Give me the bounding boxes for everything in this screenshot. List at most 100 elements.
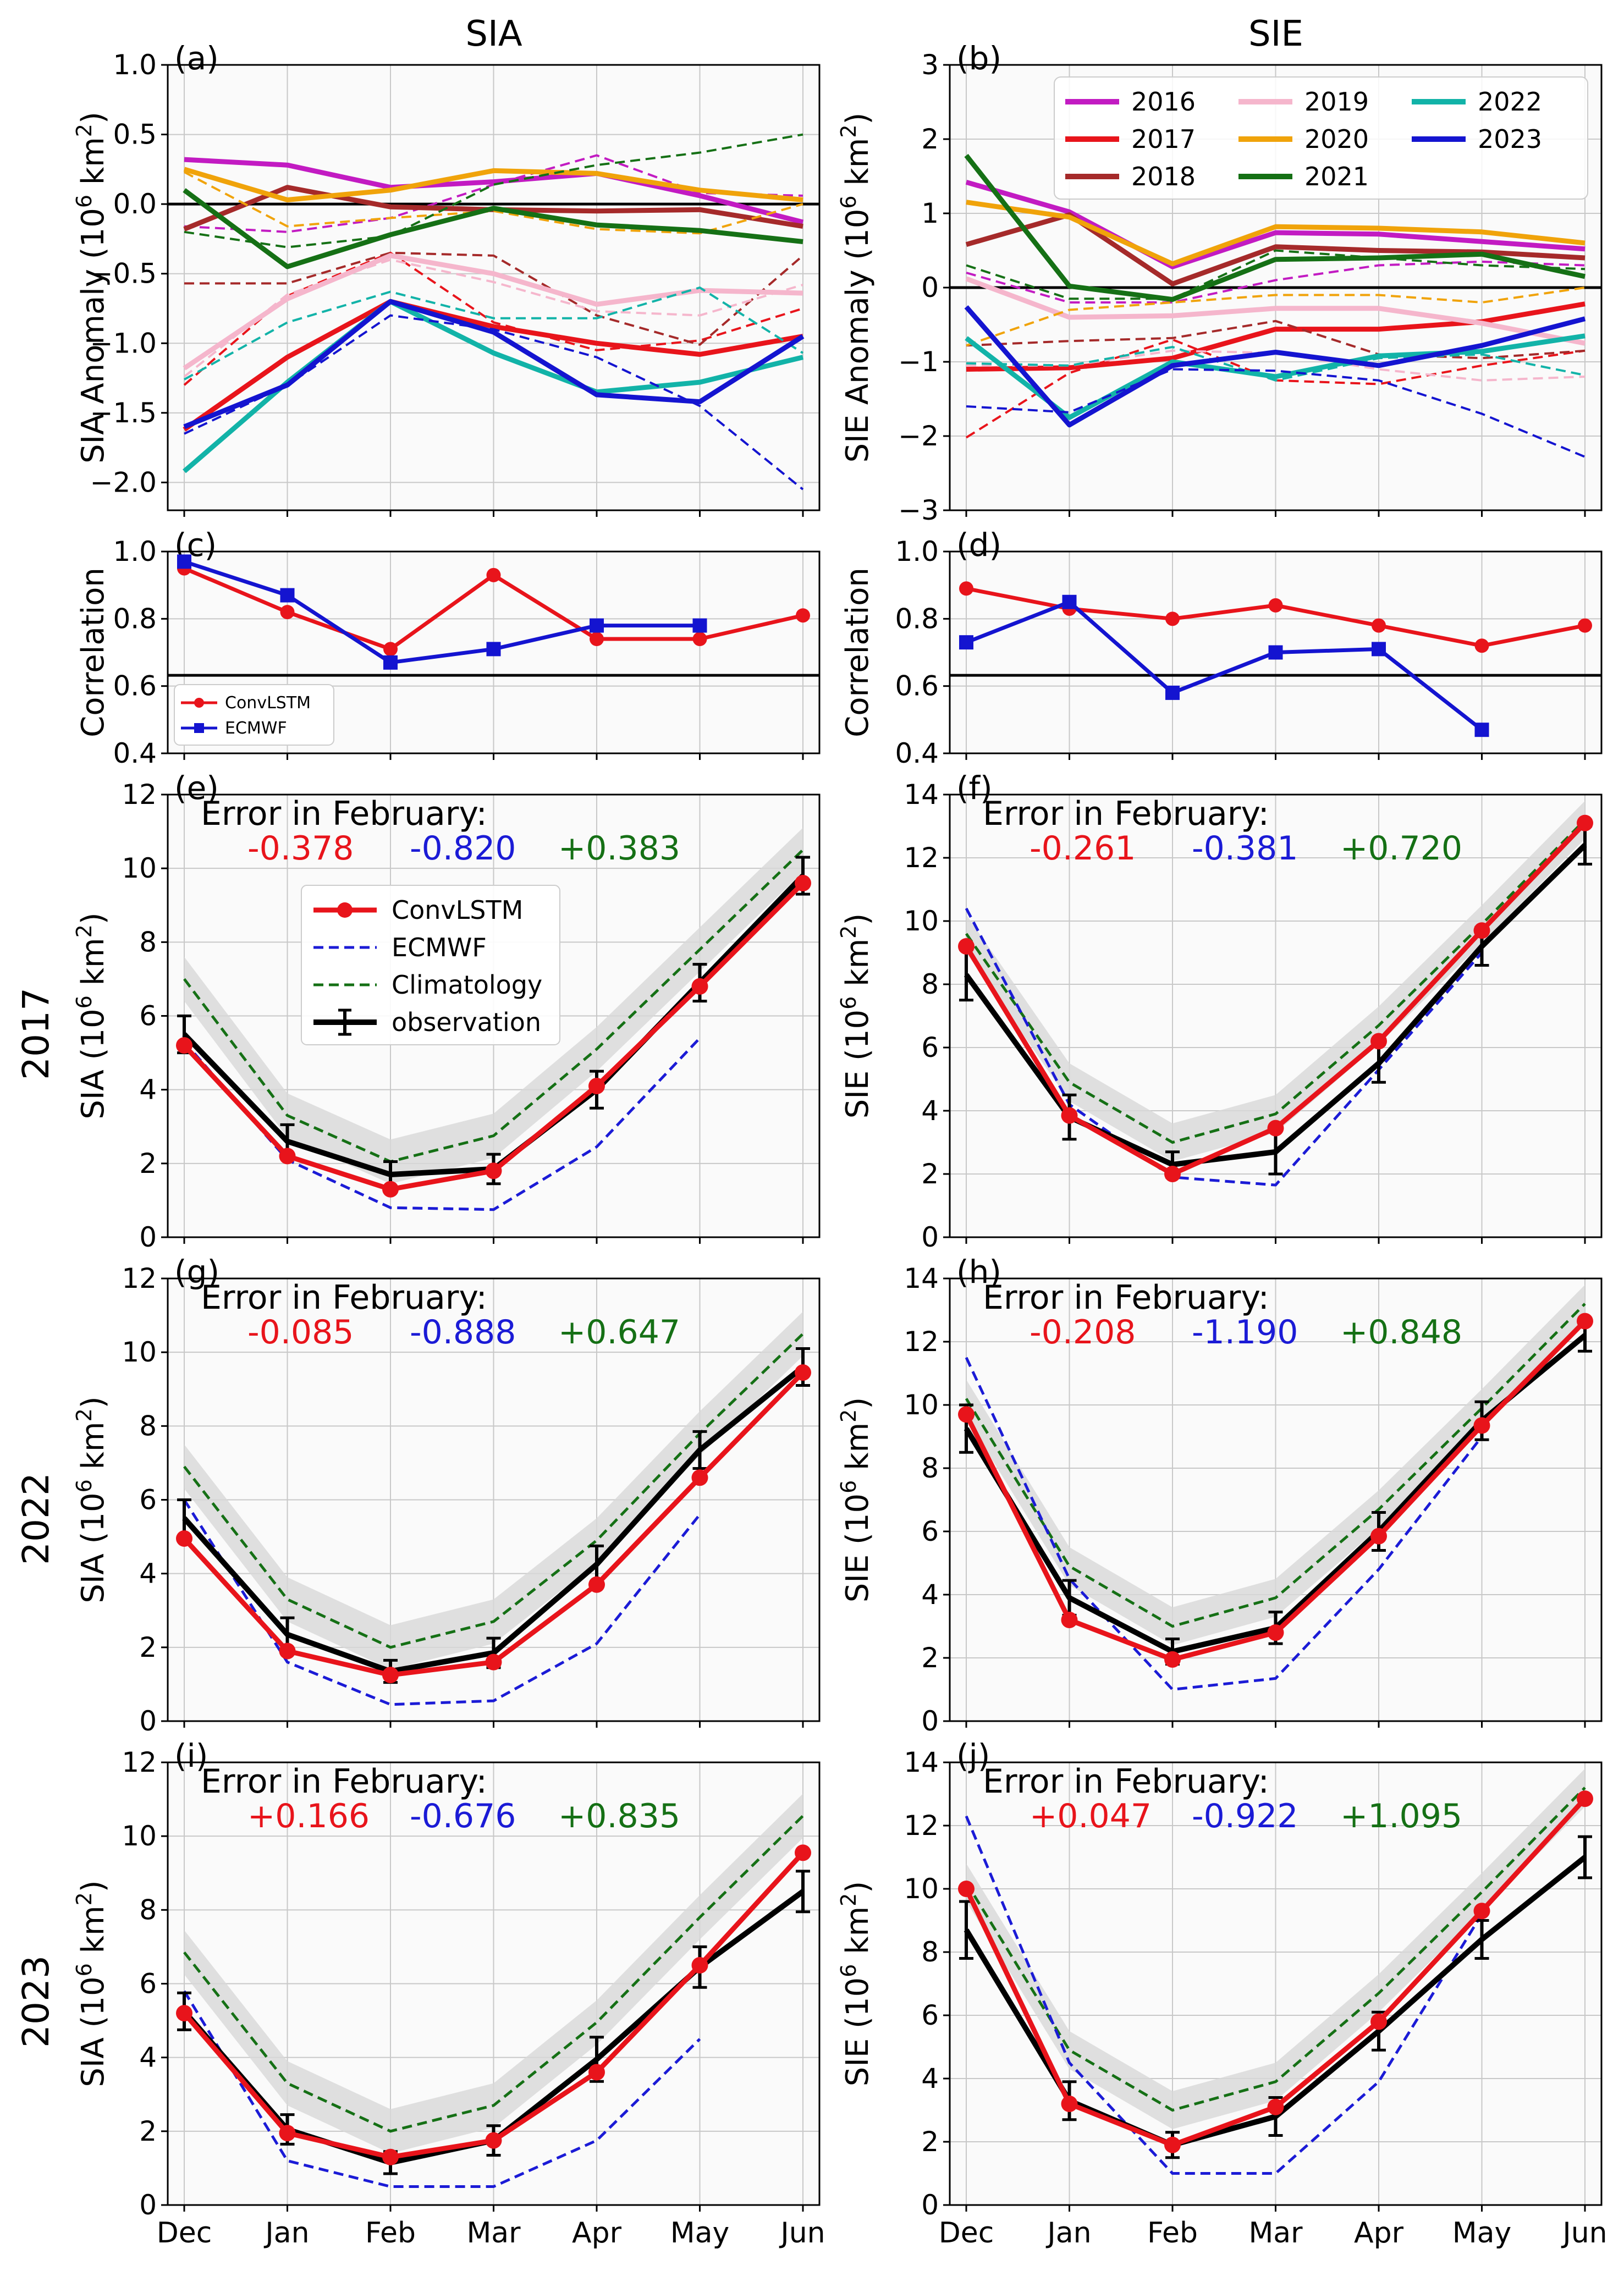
series-ConvLSTM-point <box>796 608 810 623</box>
convlstm-point <box>1061 2096 1078 2112</box>
convlstm-point <box>1061 1107 1078 1124</box>
plot-frame <box>167 550 821 754</box>
series-ECMWF-point <box>1268 645 1283 660</box>
series-2016-dashed <box>966 260 1586 304</box>
error-climatology: +0.720 <box>1340 829 1462 868</box>
row-label-2017: 2017 <box>15 988 57 1080</box>
y-tick-label: 0.4 <box>113 737 157 769</box>
series-2016-dashed <box>184 154 803 233</box>
y-tick-label: 8 <box>139 1894 157 1926</box>
convlstm-point <box>588 1576 605 1593</box>
panel-label: (a) <box>174 40 219 77</box>
plot-frame <box>167 793 821 1238</box>
panel-label: (e) <box>174 769 219 807</box>
error-convlstm: -0.085 <box>247 1313 354 1352</box>
y-axis-label: SIE Anomaly (106 km2) <box>836 113 876 463</box>
legend-label-climatology: Climatology <box>392 970 542 1000</box>
error-ecmwf: -0.676 <box>410 1797 516 1835</box>
legend-label-convlstm: ConvLSTM <box>392 895 523 925</box>
series-2022-solid <box>965 333 1586 420</box>
y-tick-label: 6 <box>139 1968 157 2000</box>
y-tick-label: 0.5 <box>113 119 157 151</box>
convlstm-point <box>176 1530 192 1547</box>
error-convlstm: -0.208 <box>1030 1313 1136 1352</box>
convlstm-point <box>1473 1903 1490 1920</box>
legend-label-ECMWF: ECMWF <box>225 719 287 738</box>
error-title: Error in February: <box>983 1762 1269 1801</box>
series-2023-dashed <box>966 368 1586 458</box>
series-2022-dashed <box>966 345 1586 382</box>
y-tick-label: 0.6 <box>113 670 157 702</box>
y-tick-label: −0.5 <box>90 258 157 290</box>
series-ConvLSTM-point <box>590 632 604 647</box>
convlstm-point <box>1267 1120 1284 1137</box>
series-2019-solid <box>183 253 803 371</box>
y-tick-label: 8 <box>139 1410 157 1442</box>
y-tick-label: −1 <box>898 346 939 378</box>
series-ConvLSTM-point <box>959 581 973 596</box>
legend-label-ConvLSTM: ConvLSTM <box>225 693 311 713</box>
convlstm-point <box>795 1844 811 1861</box>
convlstm-point <box>691 1469 708 1486</box>
y-tick-label: 14 <box>904 1746 939 1778</box>
series-ECMWF-point <box>486 642 501 657</box>
series-ECMWF-line <box>965 600 1483 731</box>
series-2023-solid <box>183 299 805 429</box>
y-axis-label: SIA Anomaly (106 km2) <box>72 112 111 464</box>
series-ConvLSTM-point <box>692 632 707 647</box>
convlstm-point <box>795 875 811 891</box>
legend-marker-convlstm <box>337 902 353 918</box>
series-2019-solid <box>965 276 1586 346</box>
x-tick-label: Mar <box>1248 2217 1303 2250</box>
series-ECMWF-point <box>959 635 973 650</box>
legend-box <box>174 684 334 746</box>
error-ecmwf: -0.381 <box>1192 829 1298 868</box>
y-tick-label: 2 <box>139 2115 157 2147</box>
y-tick-label: 10 <box>904 905 939 937</box>
x-tick-label: May <box>1452 2217 1512 2250</box>
y-axis-label: SIE (106 km2) <box>836 1881 876 2086</box>
convlstm-point <box>588 1077 605 1094</box>
y-tick-label: 0 <box>921 1705 939 1737</box>
x-tick-label: Feb <box>365 2217 416 2250</box>
y-tick-label: 12 <box>122 1263 157 1294</box>
convlstm-point <box>958 1406 975 1423</box>
climatology-line <box>183 848 804 1164</box>
error-ecmwf: -0.820 <box>410 829 516 868</box>
y-axis-label: SIE (106 km2) <box>836 1397 876 1602</box>
y-tick-label: 4 <box>139 1074 157 1106</box>
y-tick-label: 10 <box>122 852 157 884</box>
y-tick-label: 0.6 <box>895 670 939 702</box>
y-tick-label: 12 <box>904 842 939 874</box>
convlstm-point <box>485 1653 502 1671</box>
y-tick-label: 0 <box>139 1221 157 1253</box>
panel-label: (d) <box>956 526 1001 564</box>
legend-box <box>301 885 560 1045</box>
panel-j: 0 2 4 6 8 10 12 14 Dec Jan Feb Mar Apr May Jun (j) SIE (… <box>836 1737 1608 2250</box>
y-tick-label: 14 <box>904 779 939 811</box>
series-2020-solid <box>183 167 803 202</box>
panel-label: (g) <box>174 1253 219 1291</box>
x-tick-label: Feb <box>1147 2217 1198 2250</box>
ecmwf-line <box>183 1990 701 2188</box>
series-2021-dashed <box>184 133 803 249</box>
y-tick-label: 6 <box>139 1000 157 1032</box>
series-ConvLSTM-point <box>1578 618 1592 633</box>
plot-frame <box>167 64 821 511</box>
legend: ConvLSTM ECMWF Climatology observation <box>301 885 560 1045</box>
series-ConvLSTM-point <box>1474 638 1489 653</box>
convlstm-point <box>1577 814 1593 831</box>
convlstm-point <box>485 2132 502 2149</box>
y-tick-label: 4 <box>921 1095 939 1127</box>
legend-label-2022: 2022 <box>1478 87 1542 117</box>
convlstm-point <box>691 1956 708 1974</box>
y-tick-label: 6 <box>921 1999 939 2031</box>
col-title-sie: SIE <box>1248 14 1303 54</box>
col-title-sia: SIA <box>465 14 522 54</box>
series-2016-solid <box>184 157 804 225</box>
y-tick-label: 1.0 <box>895 536 939 567</box>
convlstm-point <box>485 1162 502 1179</box>
